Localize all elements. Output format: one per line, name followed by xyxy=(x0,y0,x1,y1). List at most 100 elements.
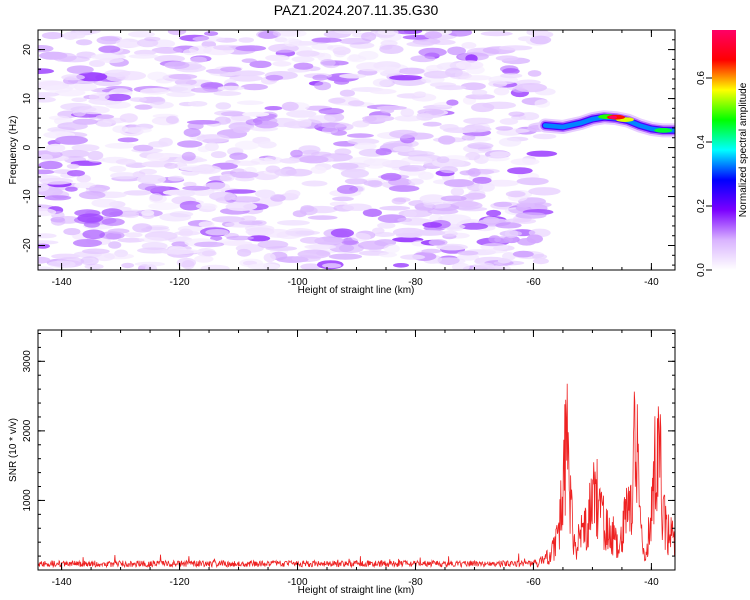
noise-blob xyxy=(499,118,519,125)
noise-blob xyxy=(527,70,542,77)
spectrogram-x-ticks: -140 -120 -100 -80 -60 -40 xyxy=(52,30,659,288)
noise-blob xyxy=(528,187,561,196)
noise-blob xyxy=(467,142,494,150)
colorbar-tick-label: 0.4 xyxy=(696,135,707,149)
noise-blob xyxy=(91,198,118,208)
noise-blob xyxy=(465,192,486,200)
noise-blob xyxy=(187,101,208,107)
noise-blob xyxy=(489,264,511,270)
noise-blob xyxy=(256,30,281,39)
noise-blob xyxy=(472,176,492,184)
noise-blob xyxy=(446,99,459,106)
noise-blob xyxy=(178,228,193,237)
noise-blob xyxy=(124,127,152,134)
noise-blob xyxy=(164,61,190,69)
noise-blob xyxy=(75,39,93,46)
noise-blob xyxy=(211,216,245,223)
noise-blob xyxy=(272,30,307,38)
noise-blob xyxy=(530,35,552,45)
noise-blob xyxy=(144,185,170,192)
noise-blob xyxy=(183,128,201,137)
noise-blob xyxy=(96,120,112,128)
noise-blob xyxy=(152,39,176,48)
noise-blob xyxy=(65,186,78,192)
noise-blob xyxy=(241,215,257,222)
noise-blob xyxy=(45,143,66,153)
noise-blob xyxy=(198,221,215,228)
noise-blob xyxy=(138,237,166,243)
noise-blob xyxy=(379,205,411,211)
noise-blob xyxy=(422,222,443,228)
noise-blob xyxy=(347,138,380,145)
noise-blob xyxy=(78,191,106,200)
noise-blob xyxy=(217,85,245,91)
noise-blob xyxy=(140,88,170,95)
noise-blob xyxy=(230,196,260,202)
noise-blob xyxy=(493,87,510,96)
noise-blob xyxy=(516,202,535,208)
noise-blob xyxy=(149,101,174,109)
noise-blob xyxy=(67,170,85,177)
noise-blob xyxy=(109,165,127,173)
noise-blob xyxy=(249,60,272,68)
noise-blob xyxy=(146,152,170,162)
noise-blob xyxy=(171,241,189,248)
noise-blob xyxy=(482,216,500,224)
noise-blob xyxy=(236,100,264,105)
noise-blob xyxy=(183,181,197,187)
noise-blob xyxy=(241,58,257,63)
noise-blob xyxy=(129,97,147,102)
noise-blob xyxy=(134,261,165,267)
noise-blob xyxy=(296,50,320,57)
noise-blob xyxy=(82,229,105,240)
noise-blob xyxy=(114,71,147,81)
noise-blob xyxy=(318,107,345,115)
noise-blob xyxy=(440,230,458,237)
noise-blob xyxy=(154,55,186,63)
noise-blob xyxy=(133,144,154,152)
noise-blob xyxy=(107,228,130,234)
noise-blob xyxy=(77,213,104,223)
noise-blob xyxy=(410,55,436,63)
noise-blob xyxy=(171,83,196,94)
noise-blob xyxy=(422,121,442,127)
noise-blob xyxy=(299,155,329,164)
noise-blob xyxy=(283,37,300,47)
noise-blob xyxy=(435,85,467,91)
noise-blob xyxy=(290,149,303,158)
noise-blob xyxy=(504,229,519,239)
noise-blob xyxy=(357,50,379,60)
noise-blob xyxy=(276,220,310,226)
noise-blob xyxy=(245,119,263,126)
figure-title: PAZ1.2024.207.11.35.G30 xyxy=(274,2,439,18)
colorbar: 0.0 0.2 0.4 0.6 Normalized spectral amplitu… xyxy=(696,30,749,277)
noise-blob xyxy=(149,193,163,202)
noise-blob xyxy=(348,100,365,107)
noise-blob xyxy=(192,36,225,42)
noise-blob xyxy=(210,151,227,159)
noise-blob xyxy=(495,55,519,61)
noise-blob xyxy=(215,102,232,110)
noise-blob xyxy=(436,243,468,251)
noise-blob xyxy=(351,232,371,242)
noise-blob xyxy=(493,201,512,207)
noise-blob xyxy=(101,218,125,226)
noise-blob xyxy=(225,202,258,212)
noise-blob xyxy=(233,160,260,166)
noise-blob xyxy=(461,42,477,49)
noise-blob xyxy=(428,239,448,246)
noise-blob xyxy=(197,146,211,153)
noise-blob xyxy=(144,36,161,42)
noise-blob xyxy=(127,31,155,38)
noise-blob xyxy=(304,244,337,250)
noise-blob xyxy=(526,234,543,244)
noise-blob xyxy=(38,96,56,103)
noise-blob xyxy=(76,72,108,82)
noise-blob xyxy=(128,53,159,59)
noise-blob xyxy=(124,232,143,238)
x-tick-label: -60 xyxy=(526,277,541,288)
noise-blob xyxy=(285,168,313,177)
noise-blob xyxy=(194,241,225,248)
noise-blob xyxy=(196,203,216,210)
